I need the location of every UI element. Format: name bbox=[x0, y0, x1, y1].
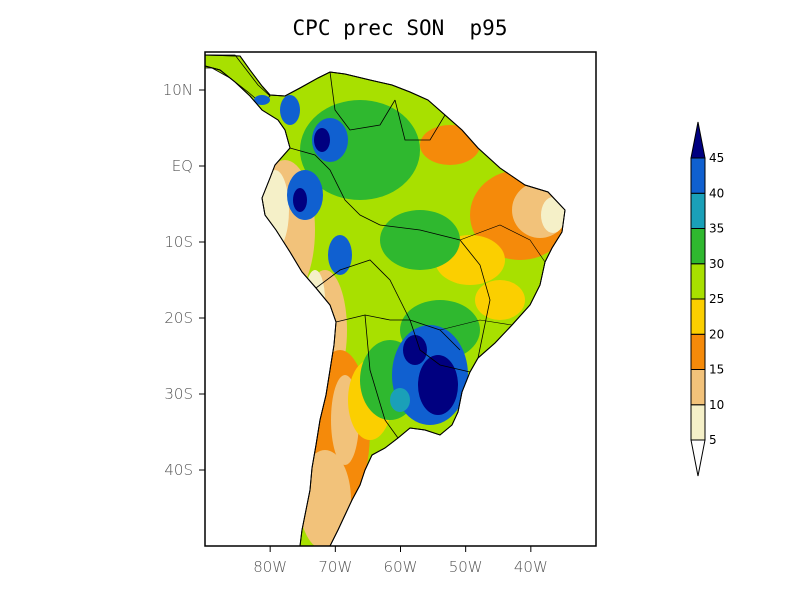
lat-tick-label: 20S bbox=[164, 309, 193, 327]
colorbar-segment bbox=[690, 228, 706, 265]
colorbar-label: 30 bbox=[709, 257, 724, 271]
lon-tick-label: 60W bbox=[384, 558, 418, 576]
lon-tick-label: 50W bbox=[449, 558, 483, 576]
colorbar-label: 35 bbox=[709, 222, 724, 236]
lon-tick-label: 80W bbox=[253, 558, 287, 576]
colorbar-label: 10 bbox=[709, 398, 724, 412]
field-patch bbox=[261, 170, 289, 250]
colorbar-label: 5 bbox=[709, 433, 717, 447]
lon-tick-label: 70W bbox=[318, 558, 352, 576]
colorbar-label: 40 bbox=[709, 186, 724, 200]
colorbar-segment bbox=[690, 333, 706, 370]
field-patch bbox=[299, 450, 351, 546]
colorbar-segment bbox=[690, 369, 706, 406]
central-america bbox=[205, 54, 271, 105]
colorbar-label: 25 bbox=[709, 292, 724, 306]
lat-tick-label: 40S bbox=[164, 461, 193, 479]
field-patch bbox=[380, 210, 460, 270]
field-patch bbox=[541, 197, 565, 233]
longitude-axis: 80W 70W 60W 50W 40W bbox=[253, 546, 548, 576]
field-patch bbox=[328, 235, 352, 275]
colorbar-segment bbox=[690, 192, 706, 229]
field-patch bbox=[280, 95, 300, 125]
field-patch bbox=[314, 128, 330, 152]
lat-tick-label: 10N bbox=[163, 81, 193, 99]
colorbar: 5 10 15 20 25 30 35 40 45 bbox=[690, 121, 724, 477]
colorbar-segment bbox=[690, 263, 706, 300]
field-patch bbox=[390, 388, 410, 412]
colorbar-label: 15 bbox=[709, 363, 724, 377]
field-patch bbox=[403, 335, 427, 365]
field-patch bbox=[420, 125, 480, 165]
map-title: CPC prec SON p95 bbox=[292, 16, 508, 40]
lon-tick-label: 40W bbox=[514, 558, 548, 576]
field-patch bbox=[293, 188, 307, 212]
colorbar-label: 45 bbox=[709, 151, 724, 165]
latitude-axis: 10N EQ 10S 20S 30S 40S bbox=[163, 81, 205, 479]
lat-tick-label: 10S bbox=[164, 233, 193, 251]
lat-tick-label: 30S bbox=[164, 385, 193, 403]
colorbar-segment bbox=[690, 404, 706, 441]
coastlines-borders bbox=[205, 54, 566, 546]
colorbar-segment bbox=[690, 298, 706, 335]
colorbar-upper-arrow bbox=[690, 121, 706, 159]
colorbar-segment bbox=[690, 157, 706, 194]
colorbar-label: 20 bbox=[709, 327, 724, 341]
field-patch bbox=[475, 280, 525, 320]
field-patch bbox=[418, 355, 458, 415]
colorbar-lower-arrow bbox=[690, 439, 706, 477]
lat-tick-label: EQ bbox=[172, 157, 193, 175]
